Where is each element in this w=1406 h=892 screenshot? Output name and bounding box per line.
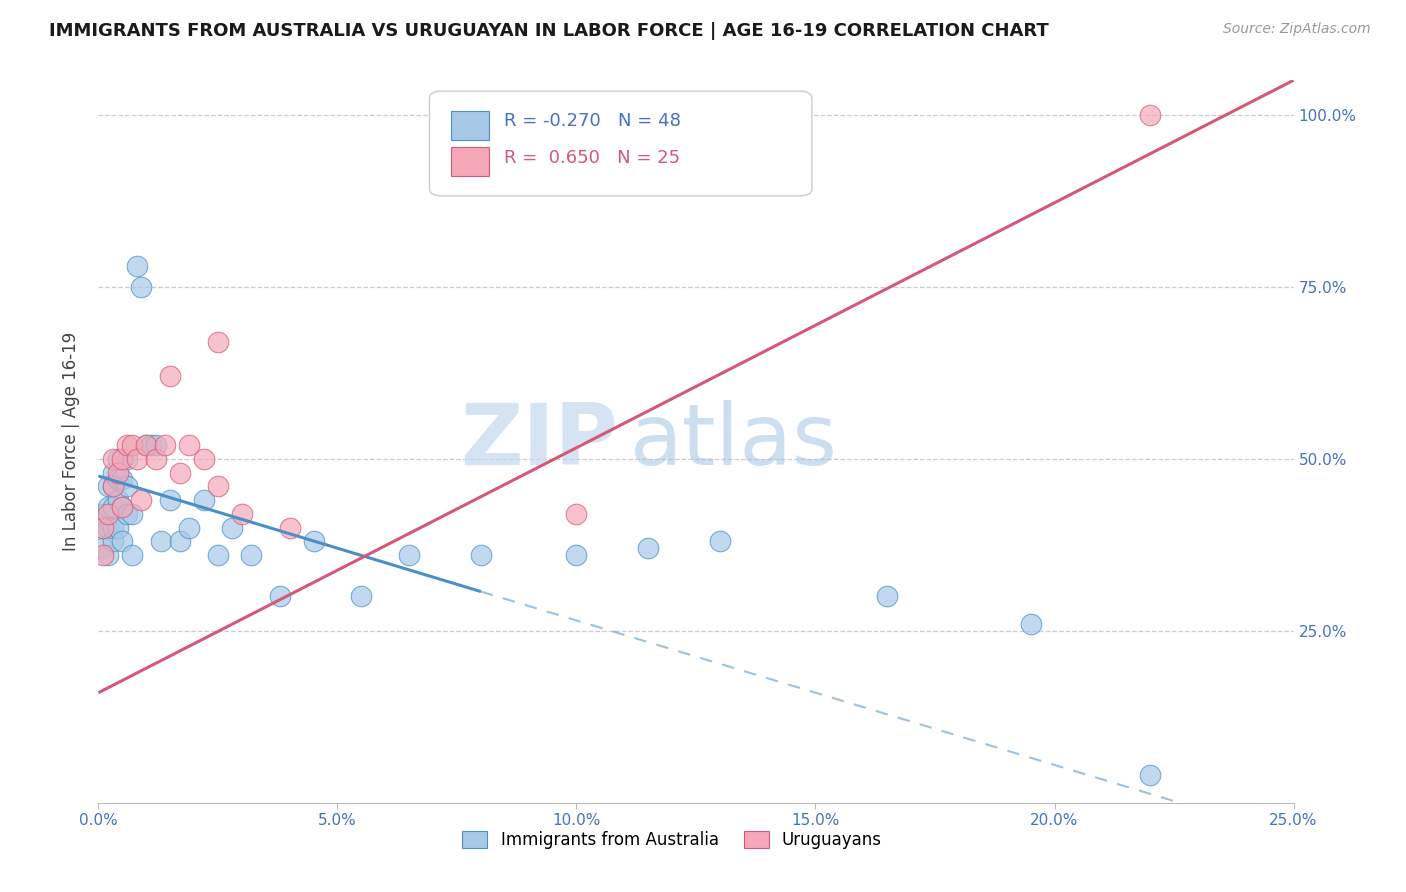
Point xyxy=(565,548,588,562)
Point xyxy=(115,451,138,466)
Point xyxy=(101,451,124,466)
Point xyxy=(302,534,325,549)
Point xyxy=(207,479,229,493)
Text: IMMIGRANTS FROM AUSTRALIA VS URUGUAYAN IN LABOR FORCE | AGE 16-19 CORRELATION CH: IMMIGRANTS FROM AUSTRALIA VS URUGUAYAN I… xyxy=(49,22,1049,40)
Text: R =  0.650   N = 25: R = 0.650 N = 25 xyxy=(503,149,679,167)
Point xyxy=(101,466,124,480)
Y-axis label: In Labor Force | Age 16-19: In Labor Force | Age 16-19 xyxy=(62,332,80,551)
Text: Source: ZipAtlas.com: Source: ZipAtlas.com xyxy=(1223,22,1371,37)
Point xyxy=(115,507,138,521)
Point xyxy=(101,534,124,549)
Point xyxy=(470,548,492,562)
Point xyxy=(111,472,134,486)
Point xyxy=(115,438,138,452)
Point xyxy=(207,334,229,349)
Point xyxy=(876,590,898,604)
Point xyxy=(179,520,201,534)
Point xyxy=(131,279,153,293)
Point xyxy=(278,520,301,534)
Point xyxy=(111,534,134,549)
Point xyxy=(135,438,157,452)
Point xyxy=(97,507,120,521)
Point xyxy=(91,520,114,534)
Point xyxy=(1139,108,1161,122)
Point xyxy=(121,438,143,452)
Point xyxy=(101,500,124,514)
Point xyxy=(121,548,143,562)
Point xyxy=(159,369,181,384)
Point xyxy=(107,520,129,534)
Point xyxy=(135,438,157,452)
Point xyxy=(169,466,191,480)
Point xyxy=(97,548,120,562)
Point xyxy=(398,548,420,562)
Point xyxy=(139,438,162,452)
FancyBboxPatch shape xyxy=(429,91,811,196)
Point xyxy=(97,479,120,493)
Point xyxy=(231,507,253,521)
Point xyxy=(97,520,120,534)
Point xyxy=(1019,616,1042,631)
Text: atlas: atlas xyxy=(630,400,838,483)
Point xyxy=(91,507,114,521)
Point xyxy=(91,548,114,562)
Point xyxy=(101,479,124,493)
Point xyxy=(179,438,201,452)
Point xyxy=(91,541,114,556)
Point xyxy=(149,534,172,549)
Point xyxy=(565,507,588,521)
Point xyxy=(125,451,148,466)
FancyBboxPatch shape xyxy=(451,147,489,177)
Point xyxy=(101,520,124,534)
Text: ZIP: ZIP xyxy=(461,400,619,483)
Point xyxy=(145,451,167,466)
Point xyxy=(221,520,243,534)
Point xyxy=(169,534,191,549)
Point xyxy=(145,438,167,452)
Point xyxy=(107,493,129,508)
Point xyxy=(97,500,120,514)
Point xyxy=(107,472,129,486)
Point xyxy=(121,507,143,521)
Point xyxy=(111,451,134,466)
Point xyxy=(125,259,148,273)
Point xyxy=(193,493,215,508)
Point xyxy=(637,541,659,556)
Point xyxy=(101,479,124,493)
Point xyxy=(709,534,731,549)
Point xyxy=(155,438,177,452)
Point xyxy=(107,451,129,466)
Point xyxy=(350,590,373,604)
Point xyxy=(111,500,134,514)
Point xyxy=(91,520,114,534)
Point xyxy=(131,493,153,508)
Point xyxy=(269,590,291,604)
Point xyxy=(115,479,138,493)
Legend: Immigrants from Australia, Uruguayans: Immigrants from Australia, Uruguayans xyxy=(456,824,889,856)
Point xyxy=(207,548,229,562)
Point xyxy=(159,493,181,508)
Point xyxy=(111,500,134,514)
Point xyxy=(240,548,263,562)
Point xyxy=(1139,768,1161,782)
FancyBboxPatch shape xyxy=(451,112,489,140)
Point xyxy=(193,451,215,466)
Text: R = -0.270   N = 48: R = -0.270 N = 48 xyxy=(503,112,681,130)
Point xyxy=(107,466,129,480)
